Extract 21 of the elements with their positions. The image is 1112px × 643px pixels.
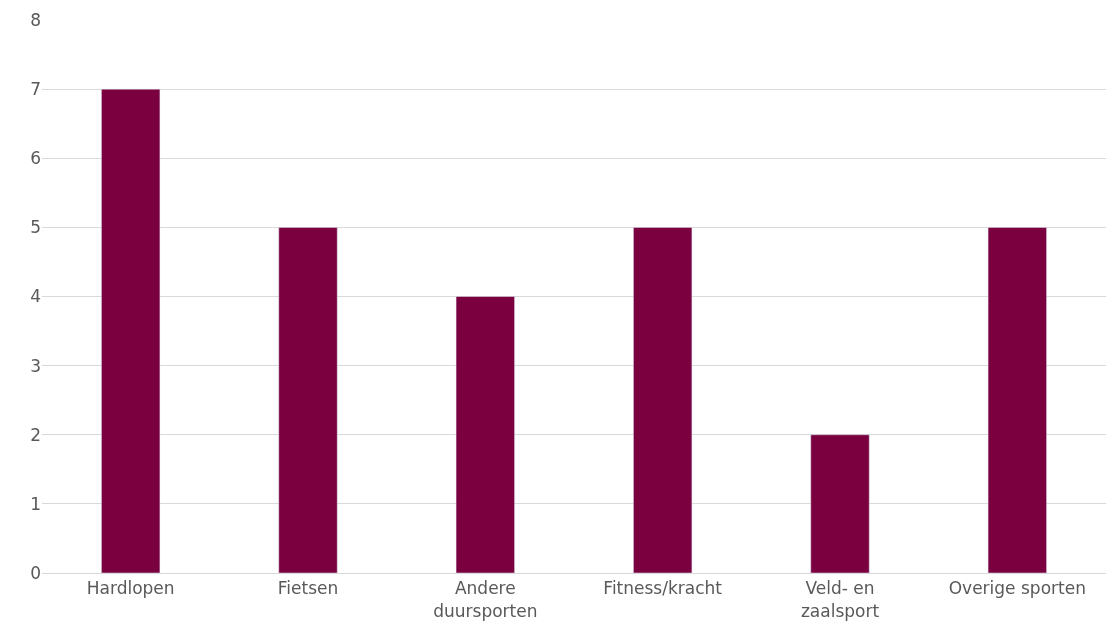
- y-tick-label: 1: [30, 493, 41, 514]
- y-tick-label: 5: [30, 217, 41, 238]
- bar: [278, 227, 338, 573]
- y-tick-label: 6: [30, 148, 41, 169]
- y-tick-label: 3: [30, 355, 41, 376]
- bar: [987, 227, 1047, 573]
- y-tick-label: 0: [30, 562, 41, 583]
- bar: [810, 434, 870, 573]
- y-tick-label: 8: [30, 9, 41, 30]
- x-tick-label: Hardlopen: [86, 578, 175, 599]
- x-tick-label: Fitness/kracht: [603, 578, 723, 599]
- bar: [101, 88, 161, 573]
- x-tick-label: Veld- en zaalsport: [800, 578, 880, 621]
- y-tick-label: 7: [30, 79, 41, 100]
- bar: [633, 227, 693, 573]
- y-tick-label: 2: [30, 424, 41, 445]
- bar: [455, 296, 515, 573]
- x-tick-label: Fietsen: [277, 578, 339, 599]
- x-tick-label: Andere duursporten: [433, 578, 538, 621]
- x-tick-label: Overige sporten: [948, 578, 1086, 599]
- y-tick-label: 4: [30, 286, 41, 307]
